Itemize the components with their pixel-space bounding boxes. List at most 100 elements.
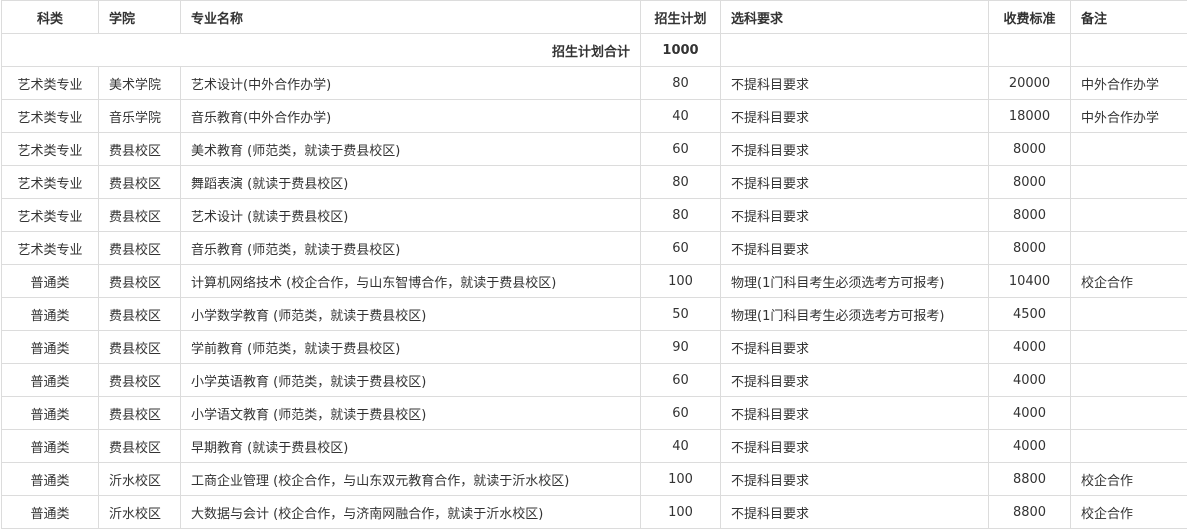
cell-fee: 4000 bbox=[988, 396, 1071, 430]
cell-subject-req: 不提科目要求 bbox=[720, 462, 989, 496]
table-row: 艺术类专业 音乐学院 音乐教育(中外合作办学) 40 不提科目要求 18000 中外合作办学 bbox=[1, 99, 1187, 133]
total-value: 1000 bbox=[640, 33, 721, 67]
cell-remark bbox=[1070, 429, 1187, 463]
cell-major: 舞蹈表演 (就读于费县校区) bbox=[180, 165, 641, 199]
table-row: 普通类 费县校区 小学语文教育 (师范类，就读于费县校区) 60 不提科目要求 4000 bbox=[1, 396, 1187, 430]
table-row: 普通类 费县校区 小学数学教育 (师范类，就读于费县校区) 50 物理(1门科目考生必须… bbox=[1, 297, 1187, 331]
total-label: 招生计划合计 bbox=[1, 33, 641, 67]
cell-remark bbox=[1070, 297, 1187, 331]
cell-plan: 90 bbox=[640, 330, 721, 364]
cell-plan: 100 bbox=[640, 462, 721, 496]
cell-plan: 80 bbox=[640, 66, 721, 100]
cell-category: 普通类 bbox=[1, 462, 99, 496]
cell-subject-req: 不提科目要求 bbox=[720, 165, 989, 199]
cell-remark: 校企合作 bbox=[1070, 495, 1187, 529]
cell-remark bbox=[1070, 231, 1187, 265]
cell-major: 大数据与会计 (校企合作，与济南网融合作，就读于沂水校区) bbox=[180, 495, 641, 529]
cell-major: 艺术设计(中外合作办学) bbox=[180, 66, 641, 100]
cell-remark: 中外合作办学 bbox=[1070, 99, 1187, 133]
cell-college: 费县校区 bbox=[98, 165, 181, 199]
cell-subject-req: 不提科目要求 bbox=[720, 495, 989, 529]
table-row: 普通类 费县校区 早期教育 (就读于费县校区) 40 不提科目要求 4000 bbox=[1, 429, 1187, 463]
cell-remark bbox=[1070, 198, 1187, 232]
table-row: 普通类 费县校区 小学英语教育 (师范类，就读于费县校区) 60 不提科目要求 4000 bbox=[1, 363, 1187, 397]
cell-major: 计算机网络技术 (校企合作，与山东智博合作，就读于费县校区) bbox=[180, 264, 641, 298]
table-row: 艺术类专业 费县校区 音乐教育 (师范类，就读于费县校区) 60 不提科目要求 8000 bbox=[1, 231, 1187, 265]
cell-major: 音乐教育 (师范类，就读于费县校区) bbox=[180, 231, 641, 265]
empty-cell bbox=[988, 33, 1071, 67]
cell-major: 艺术设计 (就读于费县校区) bbox=[180, 198, 641, 232]
table-row: 艺术类专业 费县校区 艺术设计 (就读于费县校区) 80 不提科目要求 8000 bbox=[1, 198, 1187, 232]
cell-plan: 80 bbox=[640, 198, 721, 232]
cell-category: 艺术类专业 bbox=[1, 99, 99, 133]
header-category: 科类 bbox=[1, 0, 99, 34]
cell-college: 费县校区 bbox=[98, 132, 181, 166]
cell-college: 费县校区 bbox=[98, 198, 181, 232]
cell-remark bbox=[1070, 165, 1187, 199]
cell-plan: 60 bbox=[640, 132, 721, 166]
cell-category: 艺术类专业 bbox=[1, 165, 99, 199]
cell-fee: 8000 bbox=[988, 165, 1071, 199]
cell-remark: 校企合作 bbox=[1070, 264, 1187, 298]
cell-remark: 校企合作 bbox=[1070, 462, 1187, 496]
cell-fee: 18000 bbox=[988, 99, 1071, 133]
cell-fee: 4000 bbox=[988, 429, 1071, 463]
cell-major: 工商企业管理 (校企合作，与山东双元教育合作，就读于沂水校区) bbox=[180, 462, 641, 496]
header-subject-req: 选科要求 bbox=[720, 0, 989, 34]
cell-college: 音乐学院 bbox=[98, 99, 181, 133]
cell-subject-req: 不提科目要求 bbox=[720, 396, 989, 430]
cell-remark bbox=[1070, 330, 1187, 364]
cell-fee: 10400 bbox=[988, 264, 1071, 298]
cell-subject-req: 不提科目要求 bbox=[720, 330, 989, 364]
cell-major: 学前教育 (师范类，就读于费县校区) bbox=[180, 330, 641, 364]
cell-subject-req: 不提科目要求 bbox=[720, 132, 989, 166]
cell-college: 费县校区 bbox=[98, 363, 181, 397]
cell-college: 沂水校区 bbox=[98, 495, 181, 529]
cell-college: 费县校区 bbox=[98, 429, 181, 463]
empty-cell bbox=[1070, 33, 1187, 67]
table-row: 艺术类专业 美术学院 艺术设计(中外合作办学) 80 不提科目要求 20000 中外合作办学 bbox=[1, 66, 1187, 100]
cell-major: 音乐教育(中外合作办学) bbox=[180, 99, 641, 133]
cell-college: 费县校区 bbox=[98, 231, 181, 265]
cell-category: 艺术类专业 bbox=[1, 198, 99, 232]
cell-subject-req: 不提科目要求 bbox=[720, 231, 989, 265]
cell-remark bbox=[1070, 363, 1187, 397]
header-plan: 招生计划 bbox=[640, 0, 721, 34]
table-row: 普通类 费县校区 计算机网络技术 (校企合作，与山东智博合作，就读于费县校区) 100… bbox=[1, 264, 1187, 298]
cell-major: 小学语文教育 (师范类，就读于费县校区) bbox=[180, 396, 641, 430]
header-fee: 收费标准 bbox=[988, 0, 1071, 34]
cell-plan: 40 bbox=[640, 99, 721, 133]
cell-category: 普通类 bbox=[1, 264, 99, 298]
cell-fee: 4500 bbox=[988, 297, 1071, 331]
cell-college: 沂水校区 bbox=[98, 462, 181, 496]
header-college: 学院 bbox=[98, 0, 181, 34]
cell-plan: 60 bbox=[640, 396, 721, 430]
cell-college: 费县校区 bbox=[98, 264, 181, 298]
cell-category: 普通类 bbox=[1, 396, 99, 430]
cell-plan: 60 bbox=[640, 363, 721, 397]
cell-major: 美术教育 (师范类，就读于费县校区) bbox=[180, 132, 641, 166]
cell-remark bbox=[1070, 396, 1187, 430]
cell-category: 普通类 bbox=[1, 363, 99, 397]
table-row: 普通类 沂水校区 工商企业管理 (校企合作，与山东双元教育合作，就读于沂水校区) 10… bbox=[1, 462, 1187, 496]
cell-subject-req: 不提科目要求 bbox=[720, 198, 989, 232]
cell-remark: 中外合作办学 bbox=[1070, 66, 1187, 100]
table-row: 艺术类专业 费县校区 舞蹈表演 (就读于费县校区) 80 不提科目要求 8000 bbox=[1, 165, 1187, 199]
cell-fee: 8000 bbox=[988, 198, 1071, 232]
cell-subject-req: 不提科目要求 bbox=[720, 99, 989, 133]
cell-fee: 8800 bbox=[988, 495, 1071, 529]
header-row: 科类 学院 专业名称 招生计划 选科要求 收费标准 备注 bbox=[1, 0, 1187, 34]
cell-category: 普通类 bbox=[1, 495, 99, 529]
cell-subject-req: 物理(1门科目考生必须选考方可报考) bbox=[720, 264, 989, 298]
cell-plan: 100 bbox=[640, 264, 721, 298]
header-remark: 备注 bbox=[1070, 0, 1187, 34]
cell-college: 费县校区 bbox=[98, 297, 181, 331]
total-row: 招生计划合计 1000 bbox=[1, 33, 1187, 67]
cell-plan: 40 bbox=[640, 429, 721, 463]
cell-plan: 80 bbox=[640, 165, 721, 199]
cell-fee: 4000 bbox=[988, 363, 1071, 397]
table-row: 艺术类专业 费县校区 美术教育 (师范类，就读于费县校区) 60 不提科目要求 8000 bbox=[1, 132, 1187, 166]
cell-subject-req: 不提科目要求 bbox=[720, 66, 989, 100]
cell-fee: 8800 bbox=[988, 462, 1071, 496]
